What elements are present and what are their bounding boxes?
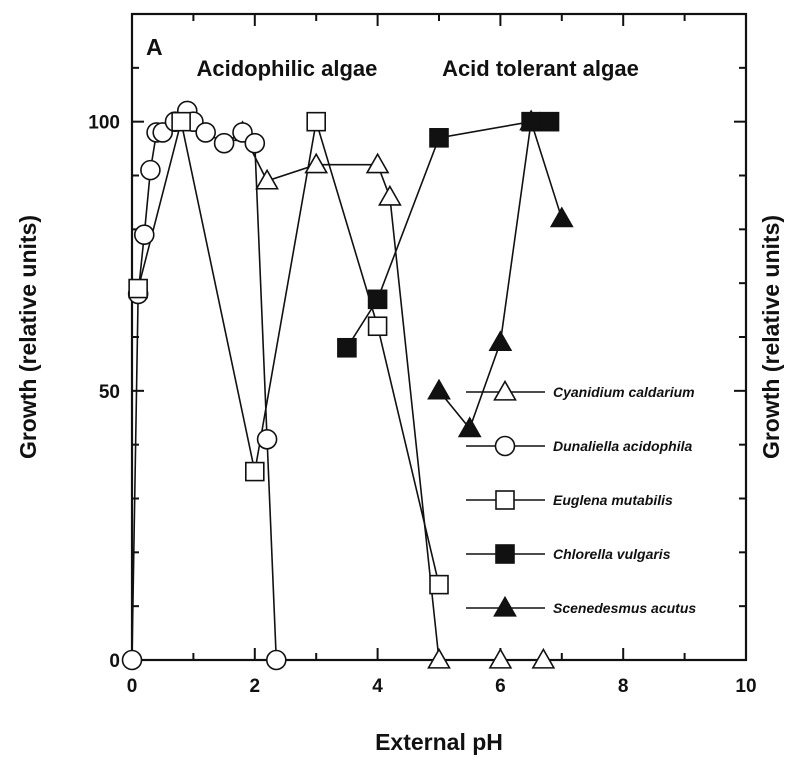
data-point-2 (128, 278, 148, 299)
data-point-1 (140, 159, 161, 181)
series-markers (121, 100, 574, 671)
data-point-0 (488, 647, 513, 669)
y-tick-label: 100 (88, 113, 120, 134)
x-tick-label: 4 (372, 676, 383, 697)
x-tick-label: 6 (495, 676, 506, 697)
y-axis-title-left: Growth (relative units) (15, 215, 41, 459)
x-tick-label: 8 (618, 676, 629, 697)
data-point-3 (337, 337, 357, 358)
x-tick-label: 0 (127, 676, 138, 697)
legend-marker (493, 595, 517, 617)
legend-marker (495, 544, 515, 564)
data-point-1 (244, 132, 266, 154)
series-line-1 (131, 109, 278, 661)
legend-marker (495, 490, 515, 510)
data-point-3 (429, 128, 449, 148)
legend-label: Scenedesmus acutus (553, 600, 696, 616)
data-point-4 (457, 416, 482, 438)
legend: Cyanidium caldarium Dunaliella acidophila… (466, 379, 696, 617)
y-tick-label: 0 (109, 651, 120, 672)
series-lines (131, 109, 563, 661)
x-tick-label: 10 (735, 676, 756, 697)
data-point-1 (121, 649, 143, 671)
axis-ticks (131, 13, 747, 661)
data-point-2 (245, 461, 265, 482)
data-point-0 (531, 647, 556, 669)
legend-marker (493, 379, 517, 401)
data-point-3 (367, 289, 388, 310)
data-point-3 (539, 111, 560, 132)
data-point-4 (427, 378, 451, 400)
series-line-4 (438, 121, 563, 431)
legend-label: Cyanidium caldarium (553, 384, 695, 400)
x-tick-label: 2 (250, 676, 261, 697)
data-point-1 (265, 649, 287, 671)
data-point-4 (549, 206, 574, 228)
legend-marker (494, 435, 516, 457)
legend-label: Chlorella vulgaris (553, 546, 671, 562)
y-axis-title-right: Growth (relative units) (758, 215, 784, 459)
annotation-acid-tolerant: Acid tolerant algae (442, 56, 639, 81)
data-point-2 (367, 316, 388, 337)
data-point-2 (306, 111, 327, 132)
data-point-1 (213, 132, 235, 154)
data-point-0 (255, 168, 279, 190)
legend-label: Dunaliella acidophila (553, 438, 692, 454)
data-point-1 (133, 224, 155, 246)
data-point-2 (171, 111, 191, 132)
data-point-2 (429, 574, 449, 595)
series-line-0 (241, 132, 544, 661)
data-point-0 (365, 152, 390, 174)
plot-frame (130, 12, 748, 662)
x-axis-title: External pH (375, 729, 503, 755)
data-point-1 (256, 428, 278, 450)
annotation-acidophilic: Acidophilic algae (196, 56, 377, 81)
series-line-2 (137, 121, 440, 585)
data-point-0 (378, 184, 402, 206)
data-point-0 (304, 152, 329, 174)
panel-label: A (146, 34, 163, 60)
y-tick-label: 50 (99, 382, 120, 403)
legend-label: Euglena mutabilis (553, 492, 673, 508)
data-point-0 (427, 647, 451, 669)
data-point-4 (519, 109, 543, 131)
data-point-4 (488, 330, 513, 352)
data-point-1 (195, 122, 216, 143)
